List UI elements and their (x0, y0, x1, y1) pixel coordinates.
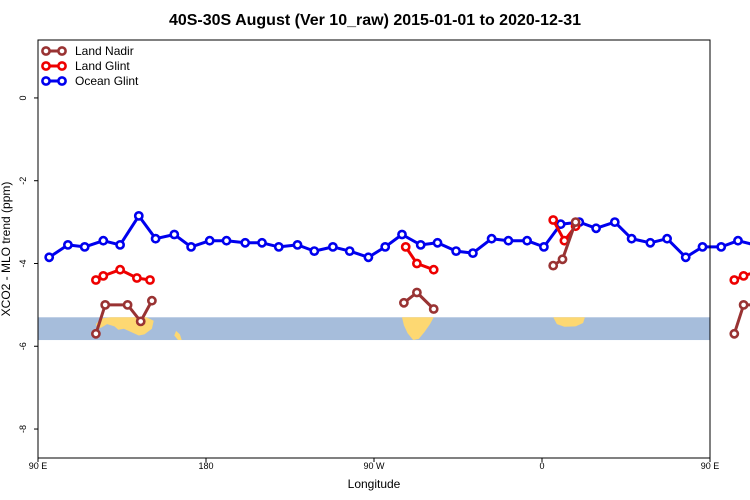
x-axis-label: Longitude (348, 477, 401, 491)
data-point (680, 252, 691, 263)
data-point (398, 297, 409, 308)
data-point (146, 295, 157, 306)
x-tick-label: 90 W (363, 461, 385, 471)
data-point (309, 246, 320, 256)
data-point (363, 252, 374, 263)
x-tick-label: 90 E (701, 461, 720, 471)
data-point (131, 273, 142, 283)
x-axis: 90 E 180 90 W 0 90 E (29, 458, 720, 471)
data-point (292, 239, 303, 250)
data-point (738, 299, 749, 310)
data-point (169, 229, 180, 240)
series-land-nadir (91, 217, 750, 339)
ocean-strip (38, 317, 710, 341)
data-point (432, 237, 443, 248)
land-mass (174, 330, 182, 340)
x-tick-label: 90 E (29, 461, 48, 471)
y-axis: 0 -2 -4 -6 -8 (18, 95, 38, 433)
data-point (150, 233, 161, 244)
y-tick-label: -4 (18, 259, 28, 267)
data-point (626, 233, 637, 244)
data-point (327, 241, 338, 252)
data-point (557, 254, 568, 265)
data-point (548, 215, 559, 225)
data-point (91, 275, 101, 285)
legend-label: Ocean Glint (75, 74, 139, 88)
data-point (115, 239, 125, 250)
data-point (411, 258, 422, 269)
data-point (415, 239, 426, 250)
legend-marker (57, 76, 67, 86)
data-point (548, 260, 559, 271)
series-land-glint (91, 215, 750, 285)
data-point (729, 328, 740, 339)
y-tick-label: -8 (18, 425, 28, 433)
data-point (411, 287, 422, 298)
data-point (145, 275, 155, 285)
data-point (240, 237, 251, 248)
land-mass (402, 317, 434, 340)
data-point (451, 246, 461, 256)
data-point (122, 299, 133, 310)
data-point (257, 237, 267, 248)
data-point (503, 235, 514, 246)
data-point (344, 246, 355, 256)
land-mass (553, 317, 585, 327)
data-point (100, 299, 111, 310)
y-tick-label: 0 (18, 95, 28, 100)
legend-marker (57, 46, 67, 56)
data-point (204, 235, 215, 246)
series-layer (44, 210, 750, 339)
data-point (135, 316, 146, 327)
data-point (716, 241, 727, 252)
y-tick-label: -2 (18, 177, 28, 185)
data-point (486, 233, 497, 244)
data-point (91, 328, 101, 339)
legend-marker (57, 61, 67, 71)
legend-marker (41, 61, 51, 71)
data-point (98, 235, 109, 246)
data-point (186, 241, 196, 252)
data-point (44, 252, 55, 263)
x-tick-label: 180 (198, 461, 213, 471)
data-point (662, 233, 672, 244)
data-point (63, 239, 73, 250)
data-point (539, 241, 549, 252)
data-point (697, 241, 708, 252)
data-point (570, 217, 581, 227)
data-point (133, 210, 144, 221)
data-point (98, 270, 109, 281)
legend-marker (41, 46, 51, 56)
legend-marker (41, 76, 51, 86)
series-line (732, 303, 750, 335)
data-point (428, 264, 439, 275)
data-point (115, 264, 125, 275)
y-axis-label: XCO2 - MLO trend (ppm) (0, 182, 13, 317)
data-point (522, 235, 532, 246)
data-point (221, 235, 232, 246)
data-point (733, 235, 743, 246)
legend-label: Land Glint (75, 59, 130, 73)
data-point (729, 275, 740, 285)
data-point (79, 241, 90, 252)
data-point (645, 237, 656, 248)
data-point (738, 270, 749, 281)
data-point (400, 241, 411, 252)
x-tick-label: 0 (539, 461, 544, 471)
chart-title: 40S-30S August (Ver 10_raw) 2015-01-01 t… (169, 12, 581, 29)
data-point (428, 304, 439, 314)
data-point (467, 248, 478, 258)
data-point (380, 241, 391, 252)
y-tick-label: -6 (18, 342, 28, 350)
data-point (609, 217, 620, 227)
data-point (273, 241, 284, 252)
data-point (591, 223, 601, 234)
data-point (397, 229, 407, 240)
legend-label: Land Nadir (75, 44, 134, 58)
